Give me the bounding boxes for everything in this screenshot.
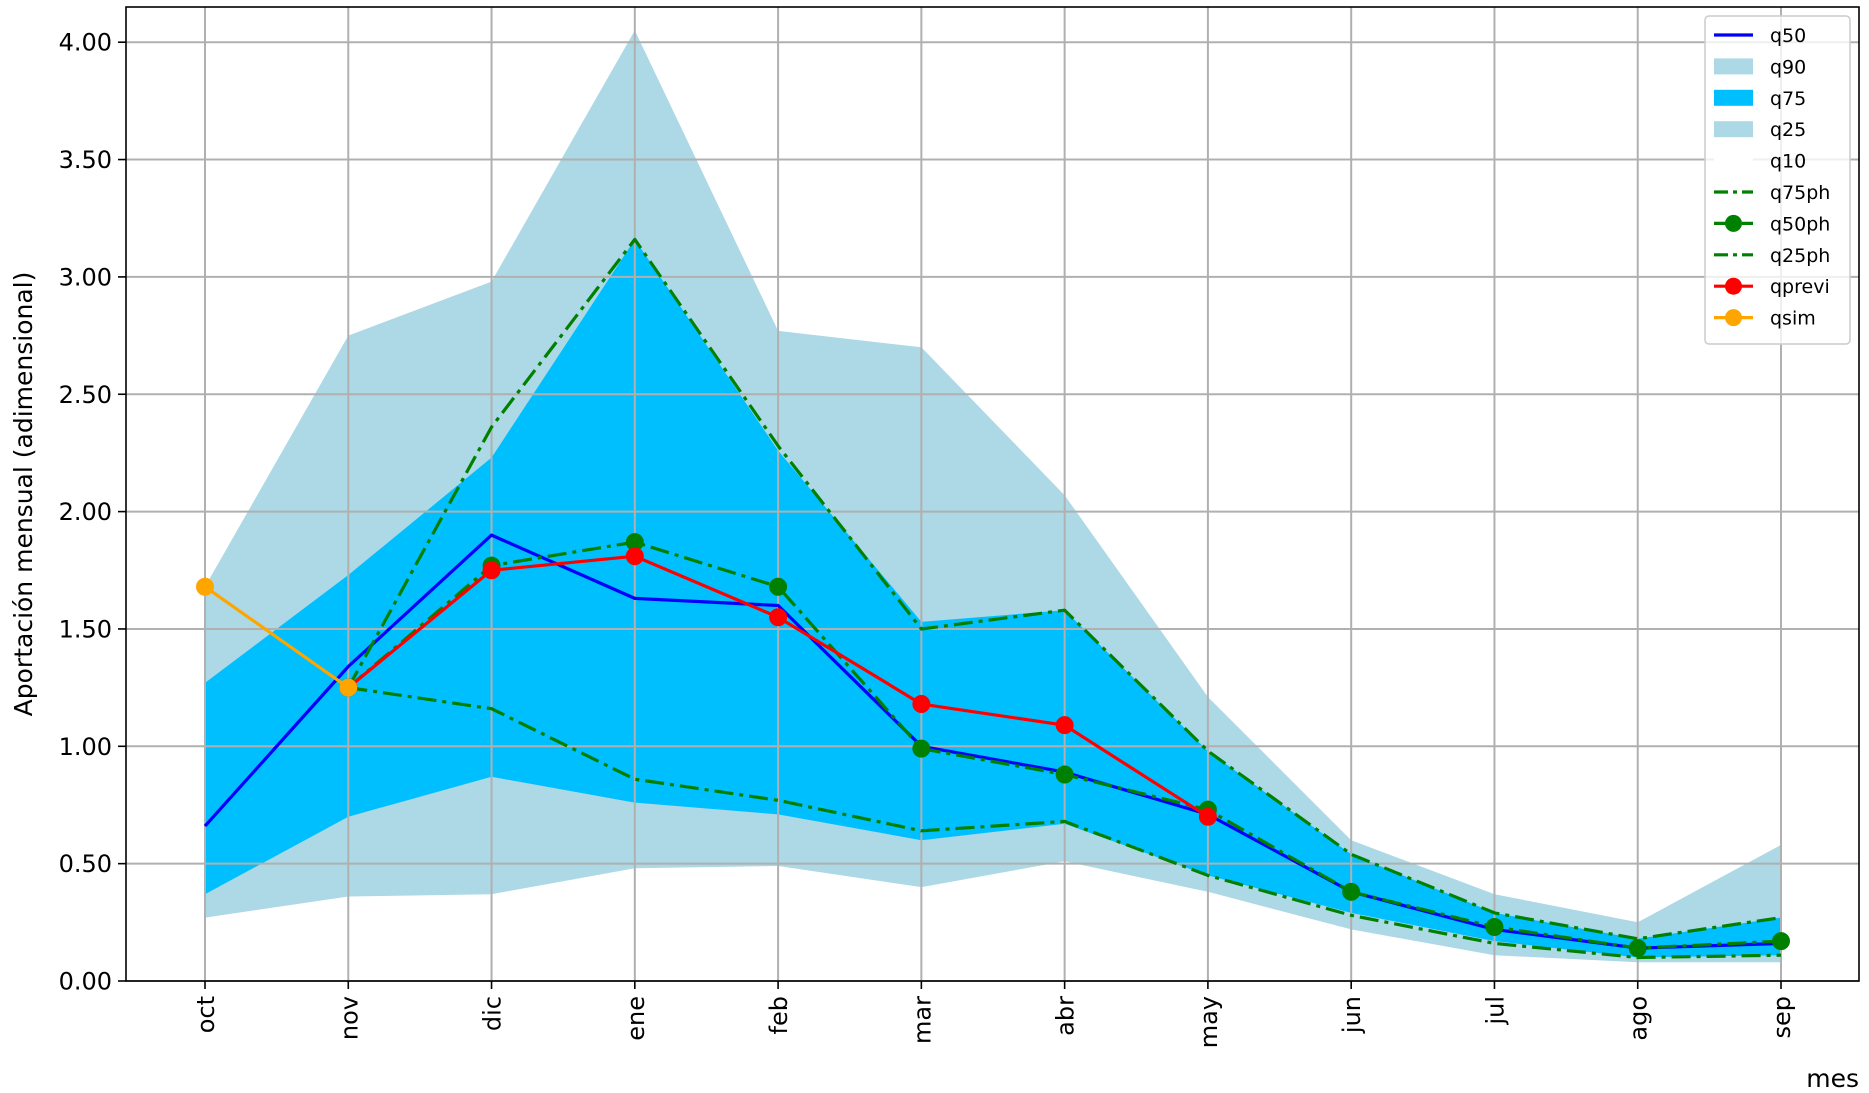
legend-label-q75: q75 bbox=[1770, 88, 1806, 110]
series-qprevi-point-dic bbox=[482, 561, 501, 580]
series-qsim-point-oct bbox=[196, 577, 214, 596]
series-q50ph-point-jun bbox=[1342, 882, 1361, 901]
legend-swatch-q75 bbox=[1714, 89, 1753, 106]
series-qprevi-point-abr bbox=[1055, 716, 1074, 735]
legend-swatch-q10 bbox=[1714, 152, 1753, 169]
bands-layer bbox=[205, 30, 1781, 963]
series-q25ph-line bbox=[348, 686, 1782, 960]
y-tick-label-3.50: 3.50 bbox=[59, 146, 112, 174]
legend-marker-qsim bbox=[1725, 309, 1742, 327]
x-tick-label-nov: nov bbox=[335, 996, 363, 1040]
series-q50ph-point-feb bbox=[769, 577, 788, 596]
y-tick-label-2.00: 2.00 bbox=[59, 498, 112, 526]
y-tick-label-0.00: 0.00 bbox=[59, 968, 112, 996]
x-tick-label-abr: abr bbox=[1052, 996, 1080, 1036]
legend: q50 q90 q75 q25 q10 q75ph q50ph q25ph qprevi qsim bbox=[1704, 15, 1851, 345]
y-tick-label-2.50: 2.50 bbox=[59, 381, 112, 409]
x-tick-label-jul: jul bbox=[1481, 996, 1509, 1026]
legend-label-q50ph: q50ph bbox=[1770, 213, 1830, 235]
series-q50ph-point-sep bbox=[1772, 932, 1790, 951]
y-tick-label-4.00: 4.00 bbox=[59, 29, 112, 57]
y-axis-label: Aportación mensual (adimensional) bbox=[9, 272, 38, 717]
legend-marker-qprevi bbox=[1725, 277, 1742, 295]
x-tick-label-feb: feb bbox=[765, 996, 793, 1034]
x-tick-label-ago: ago bbox=[1625, 996, 1653, 1041]
series-qprevi-point-may bbox=[1198, 807, 1217, 826]
x-tick-label-oct: oct bbox=[192, 996, 220, 1033]
series-q50ph-point-abr bbox=[1055, 765, 1074, 784]
band-q25-q75 bbox=[205, 239, 1781, 958]
series-qprevi-point-mar bbox=[912, 695, 931, 714]
legend-label-q25ph: q25ph bbox=[1770, 245, 1830, 267]
legend-label-q90: q90 bbox=[1770, 56, 1806, 78]
series-qsim-point-nov bbox=[339, 678, 358, 697]
plot-frame bbox=[125, 6, 1860, 982]
series-qprevi-point-feb bbox=[769, 608, 788, 627]
x-tick-label-ene: ene bbox=[622, 996, 650, 1041]
y-axis: 0.00 0.50 1.00 1.50 2.00 2.50 3.00 3.50 4.00 bbox=[59, 29, 126, 996]
x-tick-label-dic: dic bbox=[479, 996, 507, 1031]
legend-marker-q50ph bbox=[1725, 214, 1742, 232]
series-qprevi-point-ene bbox=[625, 547, 644, 566]
legend-label-q75ph: q75ph bbox=[1770, 182, 1830, 204]
series-q75ph-line bbox=[346, 237, 1782, 941]
x-tick-label-may: may bbox=[1195, 996, 1223, 1048]
x-tick-label-mar: mar bbox=[908, 996, 936, 1044]
x-tick-label-sep: sep bbox=[1768, 996, 1796, 1039]
x-axis: oct nov dic ene feb mar abr may jun jul ago sep bbox=[192, 981, 1796, 1048]
legend-label-q10: q10 bbox=[1770, 151, 1806, 173]
series-q50ph-point-jul bbox=[1485, 918, 1504, 937]
series-q50-line bbox=[203, 533, 1782, 950]
series-q50ph-point-mar bbox=[912, 739, 931, 758]
y-tick-label-3.00: 3.00 bbox=[59, 263, 112, 291]
series-layer bbox=[196, 237, 1790, 960]
legend-label-qprevi: qprevi bbox=[1770, 276, 1830, 298]
x-axis-label: mes bbox=[1806, 1064, 1859, 1093]
legend-label-qsim: qsim bbox=[1770, 308, 1816, 330]
legend-label-q25: q25 bbox=[1770, 119, 1806, 141]
series-q50ph-point-ago bbox=[1628, 939, 1647, 958]
x-tick-label-jun: jun bbox=[1338, 996, 1366, 1034]
y-tick-label-1.00: 1.00 bbox=[59, 733, 112, 761]
legend-swatch-q90 bbox=[1714, 58, 1753, 75]
y-tick-label-1.50: 1.50 bbox=[59, 615, 112, 643]
y-tick-label-0.50: 0.50 bbox=[59, 850, 112, 878]
series-qsim-line bbox=[204, 585, 350, 689]
legend-swatch-q25 bbox=[1714, 121, 1753, 138]
legend-label-q50: q50 bbox=[1770, 25, 1806, 47]
